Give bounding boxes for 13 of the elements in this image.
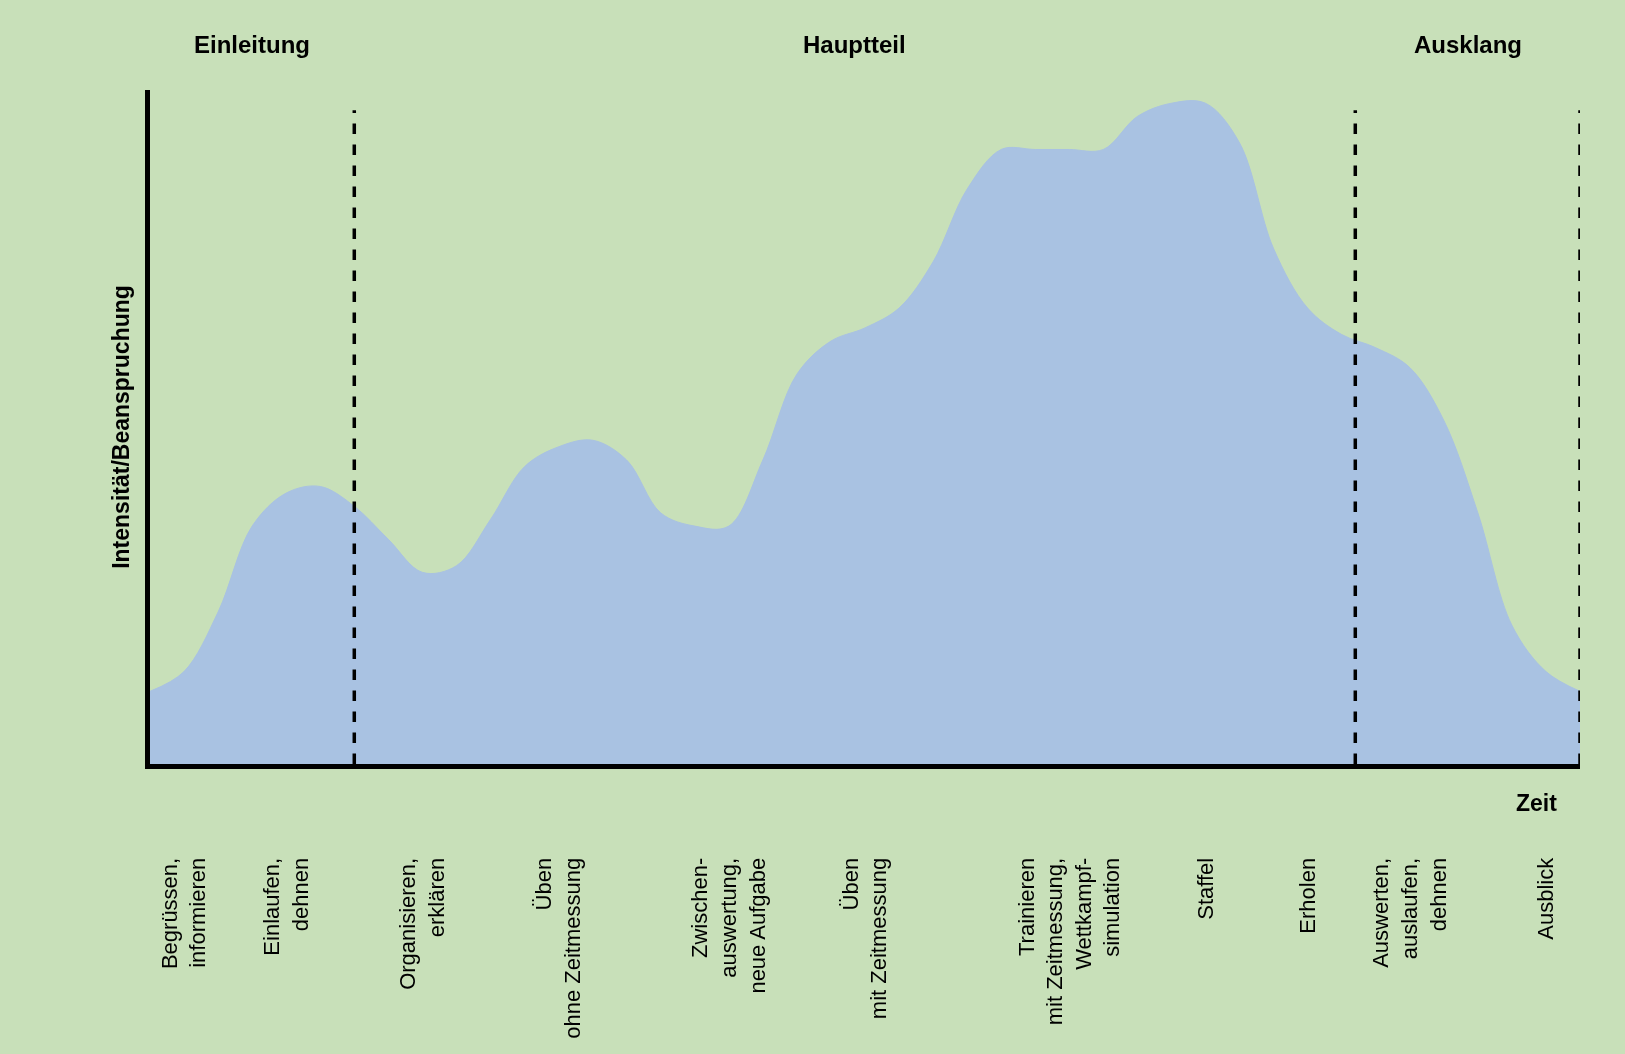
- x-tick-label: Organisieren, erklären: [395, 857, 449, 990]
- y-axis-title: Intensität/Beanspruchung: [108, 285, 135, 569]
- x-tick-label: Trainieren mit Zeitmessung, Wettkampf- simulation: [1013, 857, 1125, 1026]
- x-axis-title: Zeit: [1516, 790, 1558, 816]
- text: Ausklang: [1414, 31, 1523, 58]
- x-tick-label: Einlaufen, dehnen: [259, 857, 313, 956]
- x-tick-label: Auswerten, auslaufen, dehnen: [1368, 857, 1451, 968]
- text: Hauptteil: [803, 31, 906, 58]
- text: Einleitung: [194, 31, 310, 58]
- x-tick-label: Erholen: [1294, 857, 1320, 934]
- x-tick-label: Ausblick: [1533, 856, 1559, 940]
- x-tick-label: Staffel: [1192, 857, 1218, 920]
- x-tick-label: Begrüssen, informieren: [156, 857, 211, 970]
